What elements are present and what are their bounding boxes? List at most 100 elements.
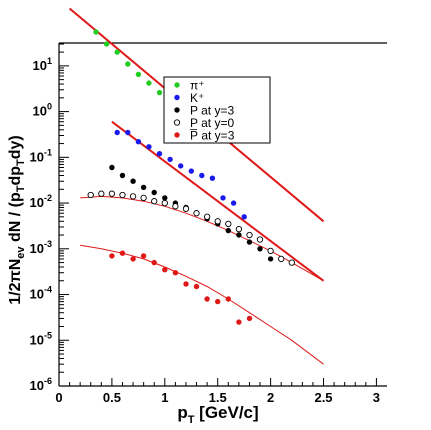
- x-tick-label: 1: [161, 390, 168, 405]
- y-axis-title: 1/2πNev dN / (pTdpTdy): [7, 135, 27, 305]
- data-point: [125, 129, 131, 136]
- data-point: [119, 191, 126, 199]
- data-point: [172, 203, 179, 210]
- x-tick-label: 0: [55, 390, 62, 405]
- y-axis: 101 100 10-1 10-2 10-3 10-4 10-5 10-6: [30, 43, 69, 393]
- data-point: [130, 178, 136, 184]
- data-point: [119, 172, 126, 179]
- data-point: [114, 49, 120, 55]
- data-point: [103, 41, 110, 47]
- data-point: [98, 190, 105, 197]
- legend-label: P at y=0: [190, 116, 234, 130]
- fit-curve: [80, 195, 324, 282]
- data-point: [225, 220, 232, 228]
- data-point: [140, 253, 147, 259]
- y-tick-label: 10-3: [30, 239, 52, 256]
- data-point: [204, 296, 210, 302]
- y-tick-label: 100: [33, 102, 52, 119]
- x-tick-label: 0.5: [103, 390, 121, 405]
- x-axis-title: pT [GeV/c]: [177, 403, 258, 426]
- data-point: [236, 232, 242, 238]
- legend-label: P̅ at y=3: [190, 129, 235, 143]
- legend: π⁺K⁺P at y=3P at y=0P̅ at y=3: [163, 76, 271, 144]
- data-point: [235, 225, 243, 233]
- data-point: [267, 247, 274, 255]
- data-point: [246, 231, 253, 239]
- legend-label: P at y=3: [190, 104, 234, 118]
- data-point: [257, 246, 263, 252]
- y-tick-label: 10-2: [30, 193, 52, 210]
- data-point: [246, 239, 253, 245]
- y-tick-label: 10-5: [30, 330, 52, 347]
- legend-box: [163, 76, 271, 144]
- data-point: [129, 193, 137, 200]
- data-point: [125, 61, 131, 67]
- data-point: [146, 144, 152, 150]
- data-point: [220, 195, 226, 201]
- data-point: [230, 200, 237, 206]
- legend-marker: [174, 107, 180, 113]
- data-point: [278, 255, 285, 263]
- data-point: [215, 298, 221, 305]
- data-point: [193, 210, 200, 217]
- data-point: [214, 218, 221, 225]
- data-point: [151, 259, 157, 266]
- data-point: [87, 191, 94, 199]
- data-point: [236, 319, 242, 325]
- data-point: [135, 71, 142, 78]
- data-point: [114, 129, 120, 136]
- plot-frame: [58, 42, 387, 387]
- data-point: [203, 213, 211, 220]
- data-point: [225, 227, 231, 234]
- fit-curve: [80, 244, 324, 365]
- data-point: [108, 190, 116, 197]
- legend-marker: [174, 132, 180, 138]
- data-point: [93, 29, 99, 35]
- data-point: [156, 151, 163, 157]
- data-point: [256, 236, 264, 243]
- data-point: [109, 164, 115, 171]
- data-point: [246, 315, 253, 322]
- x-axis: 0 0.5 1 1.5 2 2.5 3: [55, 378, 380, 405]
- data-point: [162, 195, 168, 201]
- x-tick-label: 3: [373, 390, 380, 405]
- fit-curves: [68, 7, 325, 365]
- data-point: [151, 198, 158, 205]
- x-tick-label: 2.5: [314, 390, 332, 405]
- legend-marker: [173, 119, 181, 126]
- data-point: [199, 172, 205, 179]
- data-point: [156, 89, 163, 96]
- data-point: [140, 184, 147, 191]
- data-point: [167, 156, 173, 163]
- data-point: [109, 253, 115, 259]
- data-point: [130, 256, 136, 262]
- data-point: [288, 259, 295, 266]
- data-point: [241, 214, 247, 220]
- data-point: [267, 256, 274, 262]
- data-point: [161, 199, 168, 207]
- data-point: [146, 80, 152, 86]
- data-point: [172, 270, 179, 276]
- data-point: [193, 283, 200, 290]
- data-point: [209, 175, 216, 181]
- data-point: [135, 139, 142, 145]
- data-point: [151, 189, 157, 196]
- data-point: [182, 205, 190, 212]
- legend-label: K⁺: [190, 91, 204, 105]
- y-tick-label: 10-4: [30, 285, 52, 302]
- x-tick-label: 2: [267, 390, 274, 405]
- y-tick-label: 101: [33, 56, 52, 73]
- data-point: [188, 168, 194, 174]
- legend-marker: [174, 94, 180, 101]
- y-tick-label: 10-1: [30, 147, 52, 164]
- x-tick-label: 1.5: [209, 390, 227, 405]
- y-tick-label: 10-6: [30, 376, 52, 393]
- data-point: [119, 250, 126, 256]
- legend-marker: [174, 82, 180, 88]
- data-point: [178, 163, 184, 169]
- data-point: [183, 281, 189, 287]
- legend-label: π⁺: [190, 79, 205, 93]
- data-point: [225, 296, 231, 302]
- data-point: [140, 194, 147, 202]
